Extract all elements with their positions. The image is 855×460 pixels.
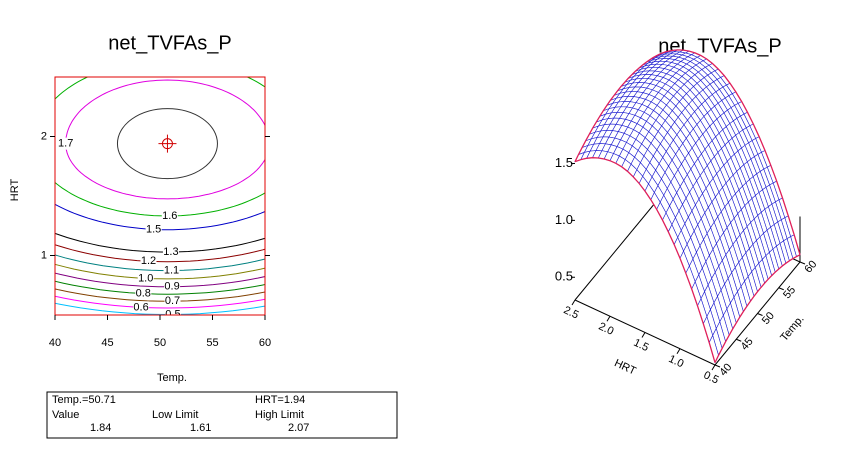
contour-label-bg [161, 209, 178, 222]
x-tick [606, 315, 611, 322]
surface-edge [714, 254, 801, 363]
contour-label: 1.7 [58, 138, 73, 150]
y-tick-label: 2 [41, 130, 47, 142]
optimum-region [116, 108, 218, 180]
contour-line [55, 77, 265, 217]
surface-edge [574, 157, 716, 363]
contour-label: 1.5 [146, 223, 161, 235]
x-axis-label: HRT [612, 357, 638, 377]
z-tick-label: 1.0 [555, 212, 573, 227]
y-tick [714, 364, 721, 368]
info-y: HRT=1.94 [255, 394, 305, 406]
x-tick [676, 348, 681, 355]
surface-edge [574, 53, 661, 162]
z-tick-label: 1.5 [555, 155, 573, 170]
contour-label: 0.7 [165, 295, 180, 307]
y-tick [757, 313, 763, 316]
x-tick-label: 60 [259, 337, 271, 349]
contour-label: 0.9 [164, 281, 179, 293]
y-tick [799, 261, 806, 265]
y-tick [736, 338, 742, 342]
y-tick-label: 60 [802, 258, 819, 275]
contour-label: 1.1 [164, 264, 179, 276]
info-value: 1.84 [90, 422, 111, 434]
contour-label-bg [164, 295, 181, 308]
contour-label-bg [135, 287, 152, 300]
info-x: Temp.=50.71 [52, 394, 116, 406]
info-header: High Limit [255, 409, 304, 421]
contour-label-bg [164, 308, 181, 315]
surface-edge [659, 49, 801, 255]
info-header: Low Limit [152, 409, 198, 421]
contour-label-bg [140, 255, 157, 268]
box-edge [574, 196, 661, 301]
x-tick [571, 299, 576, 306]
x-tick [641, 332, 646, 338]
contour-label-bg [137, 272, 154, 285]
x-tick-label: 55 [206, 337, 218, 349]
contour-label: 0.8 [136, 287, 151, 299]
info-value: 2.07 [288, 422, 309, 434]
info-box [46, 391, 398, 439]
x-tick-label: 1.5 [632, 337, 651, 354]
x-tick-label: 50 [154, 337, 166, 349]
contour-label: 1.0 [138, 272, 153, 284]
contour-area: 1.7 1.61.51.3 1.2 1.1 1.0 0.9 0.8 0.7 0.6 0.5 [55, 77, 265, 320]
contour-title: net_TVFAs_P [108, 32, 231, 54]
info-value: 1.61 [190, 422, 211, 434]
y-tick-label: 50 [760, 310, 777, 327]
optimum-cross [158, 134, 177, 153]
contour-label-bg [164, 280, 181, 293]
contour-label: 1.3 [163, 246, 178, 258]
x-tick [711, 364, 716, 371]
contour-label: 1.6 [162, 210, 177, 222]
contour-label: 0.5 [165, 308, 180, 320]
contour-line [55, 203, 265, 231]
contour-label-bg [133, 301, 150, 314]
x-tick-label: 2.0 [597, 320, 616, 337]
x-tick-label: 40 [49, 337, 61, 349]
x-tick-label: 0.5 [702, 369, 721, 386]
info-header: Value [52, 409, 79, 421]
y-axis-label: HRT [9, 179, 21, 202]
x-axis-label: Temp. [157, 372, 187, 384]
contour-line [55, 295, 265, 309]
x-tick-label: 45 [101, 337, 113, 349]
contour-label: 1.2 [141, 255, 156, 267]
contour-line [55, 302, 265, 315]
contour-label-bg [162, 246, 179, 259]
contour-label-bg [163, 264, 180, 277]
y-tick [778, 287, 784, 291]
contour-label: 0.6 [133, 301, 148, 313]
contour-label-bg [57, 137, 74, 150]
y-tick-label: 1 [41, 249, 47, 261]
x-tick-label: 2.5 [562, 304, 581, 321]
y-tick-label: 55 [781, 284, 798, 301]
z-tick-label: 0.5 [555, 269, 573, 284]
x-tick-label: 1.0 [667, 353, 686, 370]
y-tick-label: 45 [739, 336, 756, 353]
y-axis-label: Temp. [778, 313, 806, 344]
contour-label-bg [145, 223, 162, 236]
